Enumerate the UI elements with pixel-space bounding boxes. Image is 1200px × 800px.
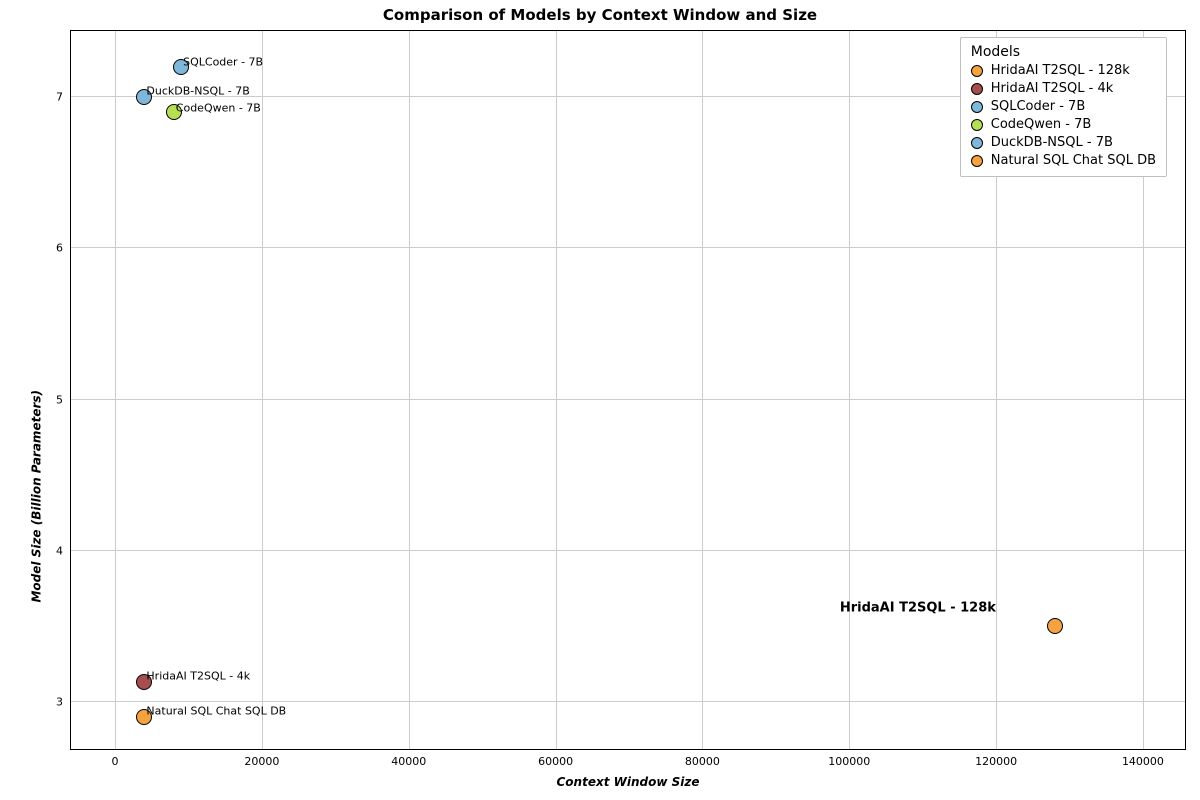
data-point: [1047, 618, 1063, 634]
data-point-label: HridaAI T2SQL - 4k: [146, 670, 250, 683]
chart-container: Comparison of Models by Context Window a…: [0, 0, 1200, 800]
data-point-label: DuckDB-NSQL - 7B: [146, 85, 249, 98]
grid-line-vertical: [849, 31, 850, 749]
grid-line-vertical: [702, 31, 703, 749]
legend-label: CodeQwen - 7B: [991, 116, 1092, 134]
x-tick-label: 20000: [244, 755, 279, 768]
grid-line-horizontal: [71, 399, 1185, 400]
legend-marker-icon: [971, 101, 983, 113]
grid-line-vertical: [262, 31, 263, 749]
chart-title: Comparison of Models by Context Window a…: [0, 6, 1200, 24]
legend-title: Models: [971, 44, 1156, 60]
legend-label: DuckDB-NSQL - 7B: [991, 134, 1113, 152]
data-point-label: Natural SQL Chat SQL DB: [146, 705, 286, 718]
legend-entry: HridaAI T2SQL - 4k: [971, 80, 1156, 98]
legend: Models HridaAI T2SQL - 128kHridaAI T2SQL…: [960, 37, 1167, 177]
x-tick-label: 60000: [538, 755, 573, 768]
legend-marker-icon: [971, 119, 983, 131]
legend-label: HridaAI T2SQL - 4k: [991, 80, 1114, 98]
plot-area: Context Window Size Model Size (Billion …: [70, 30, 1186, 750]
legend-marker-icon: [971, 137, 983, 149]
grid-line-vertical: [115, 31, 116, 749]
y-axis-label: Model Size (Billion Parameters): [30, 390, 44, 603]
y-tick-label: 6: [56, 242, 63, 255]
x-tick-label: 40000: [391, 755, 426, 768]
x-tick-label: 80000: [685, 755, 720, 768]
legend-entry: Natural SQL Chat SQL DB: [971, 152, 1156, 170]
legend-label: SQLCoder - 7B: [991, 98, 1086, 116]
legend-entry: DuckDB-NSQL - 7B: [971, 134, 1156, 152]
legend-marker-icon: [971, 83, 983, 95]
y-tick-label: 5: [56, 393, 63, 406]
grid-line-vertical: [556, 31, 557, 749]
y-tick-label: 3: [56, 696, 63, 709]
y-tick-label: 4: [56, 544, 63, 557]
x-axis-label: Context Window Size: [557, 775, 700, 789]
data-point-label: HridaAI T2SQL - 128k: [840, 601, 996, 616]
data-point-label: CodeQwen - 7B: [176, 101, 261, 114]
legend-marker-icon: [971, 155, 983, 167]
x-tick-label: 120000: [975, 755, 1017, 768]
legend-label: Natural SQL Chat SQL DB: [991, 152, 1156, 170]
legend-marker-icon: [971, 65, 983, 77]
y-tick-label: 7: [56, 91, 63, 104]
x-tick-label: 140000: [1122, 755, 1164, 768]
legend-entry: CodeQwen - 7B: [971, 116, 1156, 134]
grid-line-horizontal: [71, 247, 1185, 248]
grid-line-horizontal: [71, 701, 1185, 702]
x-tick-label: 0: [112, 755, 119, 768]
data-point-label: SQLCoder - 7B: [183, 56, 263, 69]
x-tick-label: 100000: [828, 755, 870, 768]
grid-line-vertical: [409, 31, 410, 749]
legend-entry: HridaAI T2SQL - 128k: [971, 62, 1156, 80]
grid-line-horizontal: [71, 550, 1185, 551]
legend-entry: SQLCoder - 7B: [971, 98, 1156, 116]
legend-label: HridaAI T2SQL - 128k: [991, 62, 1130, 80]
